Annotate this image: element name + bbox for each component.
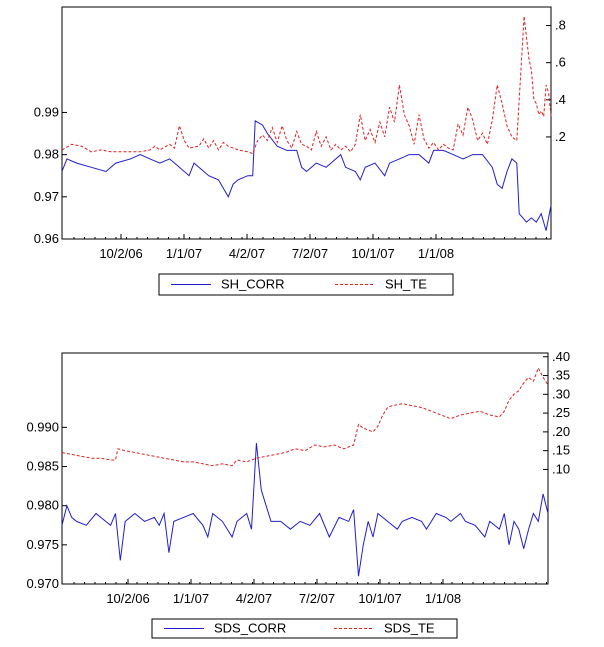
x-tick-label: 7/2/07 [292,246,328,261]
x-tick-label: 10/2/06 [99,246,142,261]
left-tick-label: 0.99 [34,104,59,119]
legend-label: SH_TE [385,277,427,292]
right-tick-label: .40 [552,349,570,364]
left-tick-label: 0.98 [34,147,59,162]
legend: SH_CORR SH_TE [158,273,454,296]
legend-label: SDS_TE [384,621,435,636]
right-tick-label: .6 [555,55,566,70]
x-tick-label: 7/2/07 [299,591,335,606]
legend-label: SH_CORR [221,277,285,292]
legend: SDS_CORR SDS_TE [151,618,458,639]
x-tick-label: 10/1/07 [351,246,394,261]
x-tick-label: 1/1/07 [166,246,202,261]
right-tick-label: .35 [552,368,570,383]
legend-box [158,273,454,296]
series-line-sh-te [61,16,552,155]
chart-1: 0.96 0.97 0.98 0.99 .2 .4 .6 .8 10/2/06 1/1/07 4/2… [34,6,566,296]
series-line-sds-te [61,366,549,467]
right-tick-label: .20 [552,424,570,439]
right-tick-label: .30 [552,386,570,401]
legend-box [151,618,458,639]
right-tick-label: .8 [555,18,566,33]
x-tick-label: 10/1/07 [358,591,401,606]
x-tick-label: 4/2/07 [229,246,265,261]
right-tick-label: .2 [555,129,566,144]
right-tick-label: .10 [552,461,570,476]
left-tick-label: 0.970 [26,576,59,591]
legend-label: SDS_CORR [214,621,286,636]
x-tick-label: 1/1/07 [173,591,209,606]
right-tick-label: .4 [555,92,566,107]
chart-2: 0.970 0.975 0.980 0.985 0.990 .10 .15 .20 .25 .30… [26,349,570,639]
left-tick-label: 0.97 [34,189,59,204]
series-line-sds-corr [61,443,549,577]
right-tick-label: .25 [552,405,570,420]
left-tick-label: 0.96 [34,231,59,246]
left-tick-label: 0.990 [26,419,59,434]
x-tick-label: 1/1/08 [425,591,461,606]
right-tick-label: .15 [552,443,570,458]
plot-frame [61,6,552,240]
series-line-sh-corr [61,120,552,231]
left-tick-label: 0.980 [26,498,59,513]
left-tick-label: 0.985 [26,459,59,474]
plot-frame [61,352,549,585]
x-tick-label: 4/2/07 [236,591,272,606]
left-tick-label: 0.975 [26,537,59,552]
x-tick-label: 10/2/06 [106,591,149,606]
x-tick-label: 1/1/08 [418,246,454,261]
